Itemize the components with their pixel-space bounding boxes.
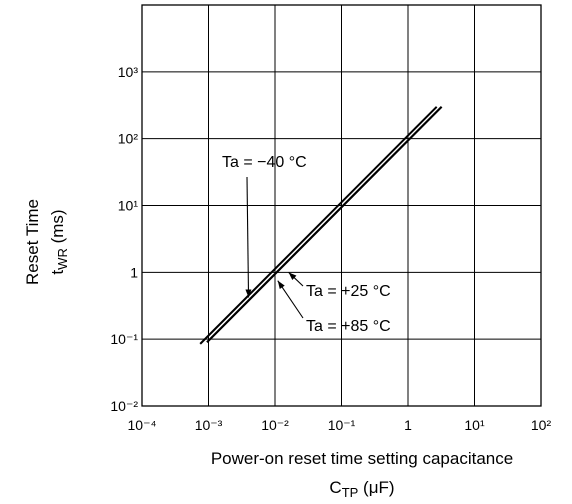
x-axis-unit-label: CTP (μF) [329, 478, 394, 500]
annotations: Ta = −40 °C Ta = +25 °C Ta = +85 °C [222, 154, 391, 335]
series-line-1 [199, 106, 438, 345]
annotation-label: Ta = +25 °C [306, 283, 391, 300]
y-tick-label: 10² [118, 131, 139, 147]
x-axis-symbol: C [329, 478, 341, 497]
x-tick-label: 1 [404, 417, 412, 433]
y-tick-label: 10⁻² [110, 398, 138, 414]
plot-frame [141, 4, 542, 407]
x-tick-labels: 10⁻⁴ 10⁻³ 10⁻² 10⁻¹ 1 10¹ 10² [128, 417, 552, 433]
annotation-arrowhead [277, 280, 285, 289]
y-axis-subscript: WR [55, 248, 70, 270]
y-tick-label: 10³ [118, 64, 139, 80]
series-lines [199, 106, 443, 345]
x-tick-label: 10¹ [464, 417, 485, 433]
annotation-arrowhead [288, 272, 297, 281]
y-tick-label: 10¹ [118, 198, 139, 214]
grid-lines [142, 5, 541, 406]
y-tick-label: 1 [130, 264, 138, 280]
annotation-arrowhead [245, 289, 252, 298]
x-tick-label: 10⁻³ [195, 417, 223, 433]
x-axis-unit: (μF) [358, 478, 394, 497]
annotation-label: Ta = −40 °C [222, 154, 307, 171]
y-tick-label: 10⁻¹ [110, 331, 138, 347]
x-tick-label: 10⁻⁴ [128, 417, 157, 433]
y-axis-label: Reset Time [23, 199, 42, 285]
x-axis-subscript: TP [342, 485, 359, 500]
x-tick-label: 10⁻² [261, 417, 289, 433]
y-axis-unit-label: tWR (ms) [48, 209, 70, 274]
y-axis-unit: (ms) [48, 209, 67, 248]
y-tick-labels: 10⁻² 10⁻¹ 1 10¹ 10² 10³ [110, 64, 138, 414]
x-axis-label: Power-on reset time setting capacitance [211, 449, 513, 468]
annotation-label: Ta = +85 °C [306, 318, 391, 335]
series-line-3 [206, 106, 443, 343]
annotation-leader-line [246, 176, 250, 298]
y-axis-symbol: t [48, 270, 67, 275]
x-tick-label: 10² [531, 417, 552, 433]
x-tick-label: 10⁻¹ [328, 417, 356, 433]
